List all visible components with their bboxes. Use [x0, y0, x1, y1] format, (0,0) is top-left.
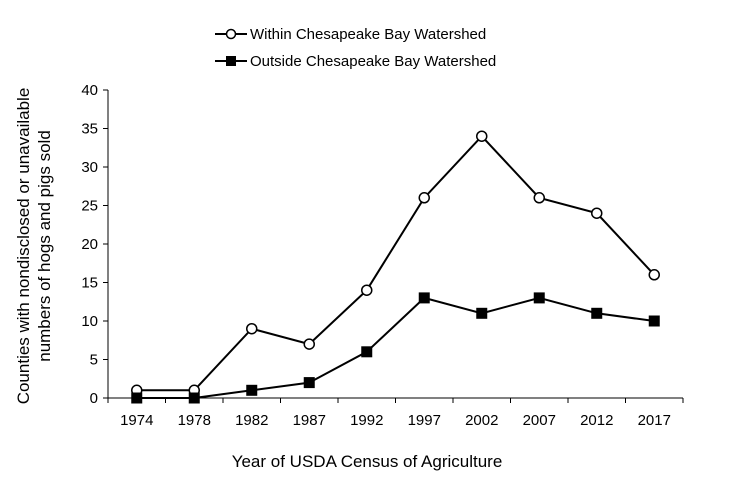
- legend: Within Chesapeake Bay Watershed Outside …: [215, 26, 496, 70]
- x-tick-label: 2017: [638, 412, 671, 429]
- data-point-outside: [476, 307, 488, 319]
- data-point-outside: [303, 377, 315, 389]
- legend-item-outside: Outside Chesapeake Bay Watershed: [215, 53, 496, 70]
- x-tick-label: 2012: [580, 412, 613, 429]
- x-tick-label: 1982: [235, 412, 268, 429]
- series-layer: [131, 130, 660, 404]
- legend-label-within: Within Chesapeake Bay Watershed: [250, 26, 486, 43]
- y-tick-label: 15: [81, 275, 98, 292]
- y-tick-label: 40: [81, 82, 98, 99]
- data-point-outside: [418, 292, 430, 304]
- data-point-outside: [361, 346, 373, 358]
- x-tick-label: 1978: [178, 412, 211, 429]
- y-tick-label: 30: [81, 159, 98, 176]
- series-line-outside: [136, 296, 655, 399]
- y-tick-label: 35: [81, 121, 98, 138]
- y-tick-label: 0: [90, 390, 98, 407]
- data-point-within: [246, 322, 258, 335]
- legend-item-within: Within Chesapeake Bay Watershed: [215, 26, 486, 43]
- x-tick-label: 2007: [523, 412, 556, 429]
- y-axis-title-line2: numbers of hogs and pigs sold: [35, 130, 54, 362]
- data-point-within: [533, 192, 545, 204]
- series-line-within: [136, 134, 655, 392]
- data-point-outside: [131, 392, 143, 404]
- data-point-within: [648, 269, 660, 281]
- data-point-within: [591, 207, 603, 219]
- data-point-outside: [648, 315, 660, 327]
- y-tick-label: 10: [81, 313, 98, 330]
- legend-label-outside: Outside Chesapeake Bay Watershed: [250, 53, 496, 70]
- data-point-outside: [533, 292, 545, 304]
- x-tick-label: 2002: [465, 412, 498, 429]
- x-tick-label: 1987: [293, 412, 326, 429]
- x-axis-title: Year of USDA Census of Agriculture: [232, 452, 503, 471]
- x-tick-label: 1997: [408, 412, 441, 429]
- data-point-outside: [188, 392, 200, 404]
- y-ticks: 0 5 10 15 20 25 30 35 40: [81, 82, 108, 407]
- x-ticks: 1974 1978 1982 1987 1992 1997 2002 2007 2012 2017: [107, 398, 684, 429]
- data-point-within: [418, 192, 430, 204]
- x-tick-label: 1992: [350, 412, 383, 429]
- data-point-outside: [591, 307, 603, 319]
- y-axis-title-line1: Counties with nondisclosed or unavailabl…: [14, 88, 33, 405]
- data-point-within: [476, 130, 488, 142]
- x-tick-label: 1974: [120, 412, 153, 429]
- data-point-outside: [246, 384, 258, 396]
- y-tick-label: 20: [81, 236, 98, 253]
- y-tick-label: 5: [90, 352, 98, 369]
- y-tick-label: 25: [81, 198, 98, 215]
- data-point-within: [303, 338, 315, 350]
- data-point-within: [361, 284, 373, 296]
